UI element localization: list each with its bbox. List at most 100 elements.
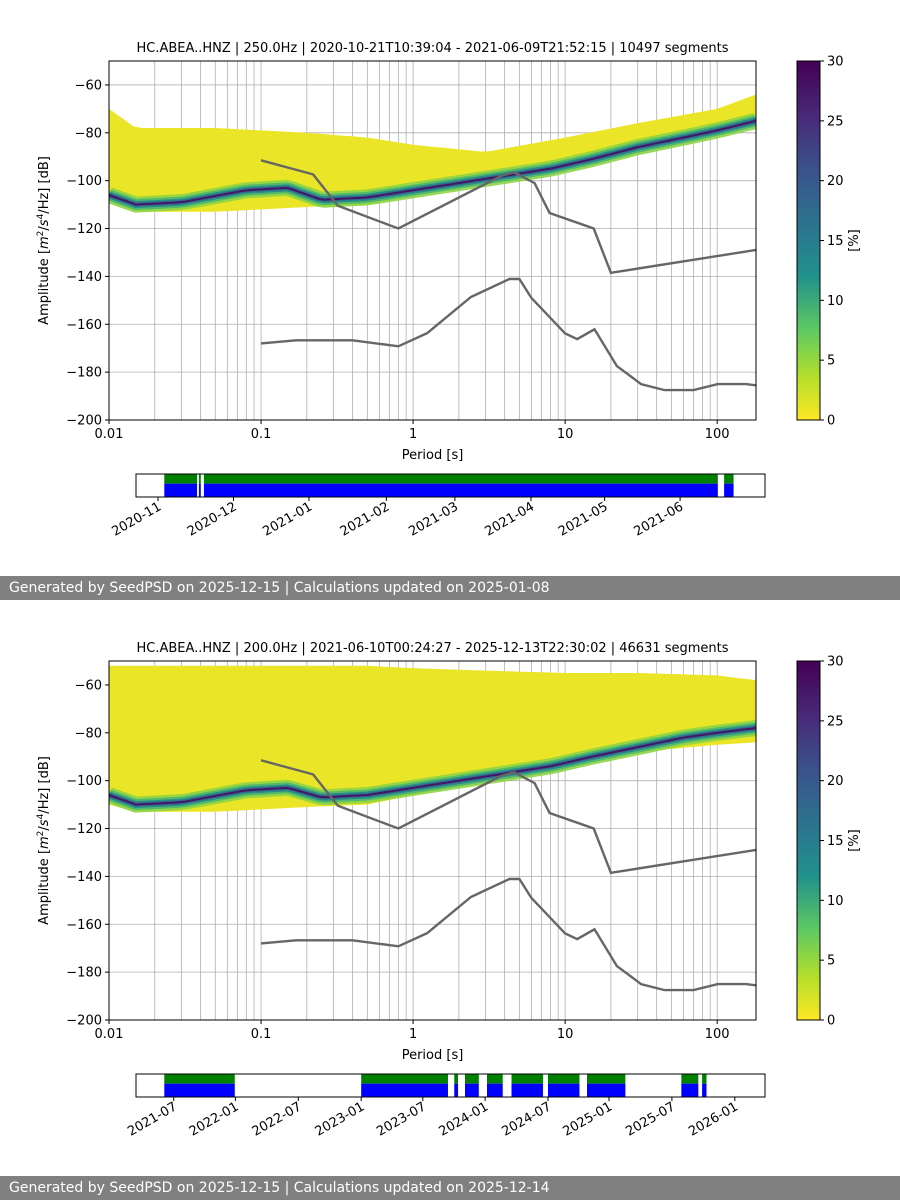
timeline-tick-label: 2023-07 — [374, 1099, 429, 1139]
timeline-processed-segment — [198, 483, 201, 497]
chart-title: HC.ABEA..HNZ | 200.0Hz | 2021-06-10T00:2… — [136, 641, 728, 656]
colorbar-tick-label: 20 — [827, 774, 844, 789]
colorbar-tick-label: 5 — [827, 354, 835, 369]
y-tick-label: −140 — [66, 270, 102, 285]
timeline-tick-label: 2021-04 — [482, 499, 537, 539]
y-tick-label: −140 — [66, 870, 102, 885]
timeline-processed-segment — [547, 1083, 580, 1097]
timeline-tick-label: 2023-01 — [313, 1099, 368, 1139]
timeline-processed-segment — [586, 1083, 626, 1097]
plot-area — [109, 665, 756, 992]
colorbar-tick-label: 15 — [827, 234, 844, 249]
y-tick-label: −160 — [66, 318, 102, 333]
psd-chart-1: HC.ABEA..HNZ | 250.0Hz | 2020-10-21T10:3… — [36, 41, 862, 540]
colorbar — [796, 660, 821, 1021]
x-tick-label: 0.1 — [251, 427, 272, 442]
x-tick-label: 1 — [409, 1027, 417, 1042]
timeline-tick-label: 2021-05 — [556, 499, 611, 539]
y-tick-label: −60 — [75, 678, 102, 693]
x-tick-label: 100 — [705, 1027, 730, 1042]
colorbar-label: [%] — [847, 829, 862, 852]
colorbar — [796, 60, 821, 421]
psd-density-band — [109, 665, 756, 812]
plot-area — [109, 94, 756, 392]
y-tick-label: −100 — [66, 174, 102, 189]
timeline-tick-label: 2021-06 — [632, 499, 687, 539]
colorbar-tick-label: 30 — [827, 55, 844, 70]
timeline-frame — [135, 1073, 766, 1098]
psd-panel-2: HC.ABEA..HNZ | 200.0Hz | 2021-06-10T00:2… — [0, 600, 900, 1200]
psd-mode-band-4 — [109, 727, 756, 806]
timeline-tick-label: 2022-07 — [250, 1099, 305, 1139]
timeline-tick-label: 2021-01 — [260, 499, 315, 539]
y-axis-label: Amplitude [m2/s4/Hz] [dB] — [36, 756, 52, 925]
timeline-available-segment — [361, 1074, 448, 1084]
timeline-processed-segment — [464, 1083, 479, 1097]
timeline-available-segment — [464, 1074, 479, 1084]
y-tick-label: −160 — [66, 918, 102, 933]
y-axis-label: Amplitude [m2/s4/Hz] [dB] — [36, 156, 52, 325]
psd-panel-1: HC.ABEA..HNZ | 250.0Hz | 2020-10-21T10:3… — [36, 41, 862, 540]
timeline-processed-segment — [361, 1083, 448, 1097]
timeline-tick-label: 2020-12 — [185, 499, 240, 539]
x-tick-label: 0.1 — [251, 1027, 272, 1042]
timeline-available-segment — [547, 1074, 580, 1084]
plot-frame — [108, 60, 757, 421]
chart-title: HC.ABEA..HNZ | 250.0Hz | 2020-10-21T10:3… — [136, 41, 728, 56]
timeline-tick-label: 2021-07 — [125, 1099, 180, 1139]
timeline-processed-segment — [511, 1083, 543, 1097]
timeline-processed-segment — [164, 483, 198, 497]
psd-mode-band-4 — [109, 119, 756, 206]
timeline-tick-label: 2021-03 — [406, 499, 461, 539]
colorbar-tick-label: 25 — [827, 714, 844, 729]
timeline-processed-segment — [724, 483, 734, 497]
colorbar-tick-label: 30 — [827, 655, 844, 670]
y-tick-label: −180 — [66, 366, 102, 381]
y-tick-label: −100 — [66, 774, 102, 789]
y-tick-label: −80 — [75, 126, 102, 141]
plot-frame — [108, 660, 757, 1021]
colorbar-tick-label: 0 — [827, 414, 835, 429]
timeline-processed-segment — [681, 1083, 699, 1097]
timeline-available-segment — [198, 474, 201, 484]
timeline-available-segment — [164, 474, 198, 484]
colorbar-tick-label: 25 — [827, 114, 844, 129]
timeline-tick-label: 2025-07 — [623, 1099, 678, 1139]
y-tick-label: −120 — [66, 822, 102, 837]
timeline-processed-segment — [203, 483, 718, 497]
timeline-tick-label: 2022-01 — [187, 1099, 242, 1139]
timeline-available-segment — [681, 1074, 699, 1084]
timeline-processed-segment — [164, 1083, 235, 1097]
timeline-tick-label: 2026-01 — [686, 1099, 741, 1139]
x-axis-label: Period [s] — [402, 448, 464, 463]
timeline-available-segment — [164, 1074, 235, 1084]
x-axis-label: Period [s] — [402, 1048, 464, 1063]
timeline-available-segment — [454, 1074, 459, 1084]
x-tick-label: 0.01 — [95, 1027, 124, 1042]
timeline-tick-label: 2024-07 — [499, 1099, 554, 1139]
noise-model-nhnm — [260, 759, 756, 875]
x-tick-label: 10 — [557, 1027, 574, 1042]
colorbar-tick-label: 15 — [827, 834, 844, 849]
timeline-available-segment — [486, 1074, 503, 1084]
footer-1: Generated by SeedPSD on 2025-12-15 | Cal… — [0, 576, 900, 600]
colorbar-tick-label: 10 — [827, 894, 844, 909]
timeline-tick-label: 2024-01 — [437, 1099, 492, 1139]
timeline-tick-label: 2025-01 — [560, 1099, 615, 1139]
timeline-frame — [135, 473, 766, 498]
y-tick-label: −80 — [75, 726, 102, 741]
colorbar-tick-label: 0 — [827, 1014, 835, 1029]
psd-chart-2: HC.ABEA..HNZ | 200.0Hz | 2021-06-10T00:2… — [36, 641, 862, 1140]
y-tick-label: −200 — [66, 414, 102, 429]
y-tick-label: −200 — [66, 1014, 102, 1029]
timeline-available-segment — [724, 474, 734, 484]
noise-model-nhnm — [260, 159, 756, 275]
x-tick-label: 10 — [557, 427, 574, 442]
timeline-available-segment — [203, 474, 718, 484]
timeline-available-segment — [586, 1074, 626, 1084]
y-tick-label: −180 — [66, 966, 102, 981]
timeline-available-segment — [702, 1074, 707, 1084]
timeline-processed-segment — [454, 1083, 459, 1097]
noise-model-nlnm — [260, 877, 756, 992]
timeline-processed-segment — [486, 1083, 503, 1097]
